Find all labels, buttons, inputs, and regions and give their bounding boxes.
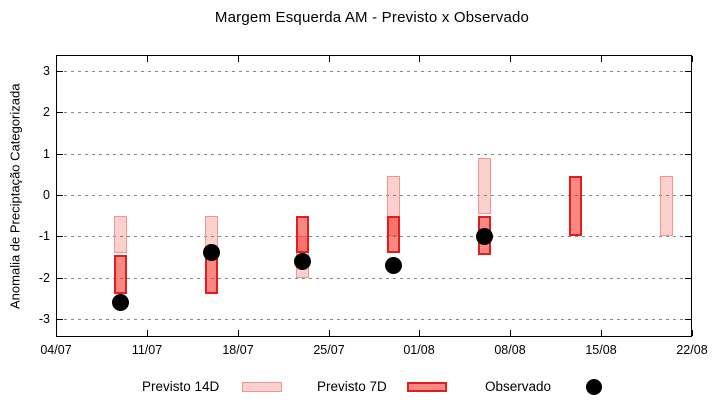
x-tick-label: 11/07 bbox=[131, 343, 163, 357]
x-tick-top bbox=[147, 56, 148, 62]
grid-line bbox=[57, 318, 691, 320]
y-tick-left bbox=[57, 236, 63, 238]
legend-marker-observado-dot bbox=[586, 379, 602, 395]
x-tick-label: 01/08 bbox=[403, 343, 435, 357]
y-tick-right bbox=[685, 277, 691, 279]
x-tick-label: 22/08 bbox=[676, 343, 708, 357]
bar-previsto-7d bbox=[114, 254, 128, 295]
x-tick-top bbox=[56, 56, 57, 62]
y-tick-label: 3 bbox=[43, 64, 50, 78]
bar-previsto-7d bbox=[296, 215, 310, 253]
observado-dot bbox=[112, 293, 130, 311]
legend-swatch-previsto-14d bbox=[242, 382, 282, 392]
y-tick-right bbox=[685, 236, 691, 238]
x-tick-top bbox=[692, 56, 693, 62]
y-tick-label: 1 bbox=[43, 146, 50, 161]
x-tick-label: 15/08 bbox=[585, 343, 617, 357]
x-tick-label: 25/07 bbox=[313, 343, 345, 357]
legend-swatch-previsto-7d bbox=[407, 382, 447, 392]
grid-line bbox=[57, 195, 691, 196]
legend-label-previsto-14d: Previsto 14D bbox=[142, 379, 220, 394]
grid-line bbox=[57, 236, 691, 238]
x-tick-bottom bbox=[419, 330, 420, 336]
x-tick-bottom bbox=[238, 330, 239, 336]
y-tick-right bbox=[685, 195, 691, 196]
y-tick-left bbox=[57, 112, 63, 114]
grid-line bbox=[57, 153, 691, 155]
y-tick-left bbox=[57, 195, 63, 196]
bar-previsto-7d bbox=[386, 215, 400, 253]
x-tick-bottom bbox=[329, 330, 330, 336]
x-tick-top bbox=[510, 56, 511, 62]
bar-previsto-14d bbox=[114, 215, 128, 253]
y-tick-label: -1 bbox=[38, 229, 50, 244]
observado-dot bbox=[475, 227, 493, 245]
y-tick-right bbox=[685, 71, 691, 72]
chart-title: Margem Esquerda AM - Previsto x Observad… bbox=[214, 9, 530, 26]
x-tick-label: 04/07 bbox=[40, 343, 72, 357]
grid-line bbox=[57, 277, 691, 279]
x-tick-label: 18/07 bbox=[222, 343, 254, 357]
x-tick-top bbox=[601, 56, 602, 62]
x-tick-bottom bbox=[692, 330, 693, 336]
x-tick-bottom bbox=[601, 330, 602, 336]
y-tick-label: -2 bbox=[38, 270, 50, 285]
y-tick-label: 0 bbox=[43, 188, 50, 202]
y-tick-right bbox=[685, 153, 691, 155]
x-tick-bottom bbox=[56, 330, 57, 336]
y-tick-left bbox=[57, 71, 63, 72]
x-tick-bottom bbox=[147, 330, 148, 336]
y-tick-left bbox=[57, 153, 63, 155]
legend-label-previsto-7d: Previsto 7D bbox=[317, 379, 387, 394]
y-tick-left bbox=[57, 277, 63, 279]
grid-line bbox=[57, 112, 691, 114]
bar-previsto-14d bbox=[659, 176, 673, 237]
plot-area bbox=[56, 55, 692, 337]
observado-dot bbox=[294, 252, 312, 270]
y-tick-label: 2 bbox=[43, 105, 50, 120]
grid-line bbox=[57, 71, 691, 72]
legend-label-observado: Observado bbox=[485, 379, 552, 394]
y-tick-right bbox=[685, 112, 691, 114]
x-tick-top bbox=[329, 56, 330, 62]
x-tick-label: 08/08 bbox=[494, 343, 526, 357]
y-tick-right bbox=[685, 318, 691, 320]
observado-dot bbox=[384, 256, 402, 274]
x-tick-top bbox=[238, 56, 239, 62]
y-tick-label: -3 bbox=[38, 311, 50, 326]
x-tick-bottom bbox=[510, 330, 511, 336]
x-tick-top bbox=[419, 56, 420, 62]
y-tick-left bbox=[57, 318, 63, 320]
bar-previsto-7d bbox=[568, 176, 582, 237]
bar-previsto-14d bbox=[477, 157, 491, 214]
observado-dot bbox=[203, 244, 221, 262]
